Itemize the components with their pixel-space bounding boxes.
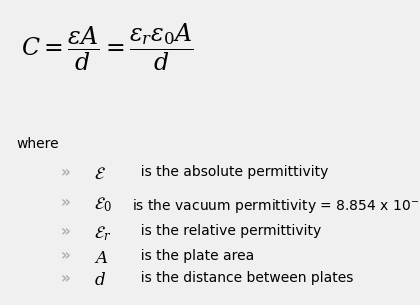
Text: is the plate area: is the plate area	[132, 249, 255, 263]
Text: $\mathcal{E}_r$: $\mathcal{E}_r$	[94, 224, 112, 243]
Text: is the relative permittivity: is the relative permittivity	[132, 224, 322, 238]
Text: is the distance between plates: is the distance between plates	[132, 271, 354, 285]
Text: $\mathcal{E}$: $\mathcal{E}$	[94, 165, 106, 183]
Text: $\mathcal{E}_0$: $\mathcal{E}_0$	[94, 195, 113, 214]
Text: »: »	[61, 195, 71, 210]
Text: $d$: $d$	[94, 271, 107, 289]
Text: »: »	[61, 165, 71, 180]
Text: is the vacuum permittivity = 8.854 x 10$^{-12}$ F.m$^{-1}$: is the vacuum permittivity = 8.854 x 10$…	[132, 195, 420, 217]
Text: $A$: $A$	[94, 249, 109, 267]
Text: where: where	[17, 137, 59, 151]
Text: »: »	[61, 249, 71, 264]
Text: $C = \dfrac{\varepsilon A}{d} = \dfrac{\varepsilon_r \varepsilon_0 A}{d}$: $C = \dfrac{\varepsilon A}{d} = \dfrac{\…	[21, 21, 194, 73]
Text: is the absolute permittivity: is the absolute permittivity	[132, 165, 329, 179]
Text: »: »	[61, 224, 71, 239]
Text: »: »	[61, 271, 71, 286]
